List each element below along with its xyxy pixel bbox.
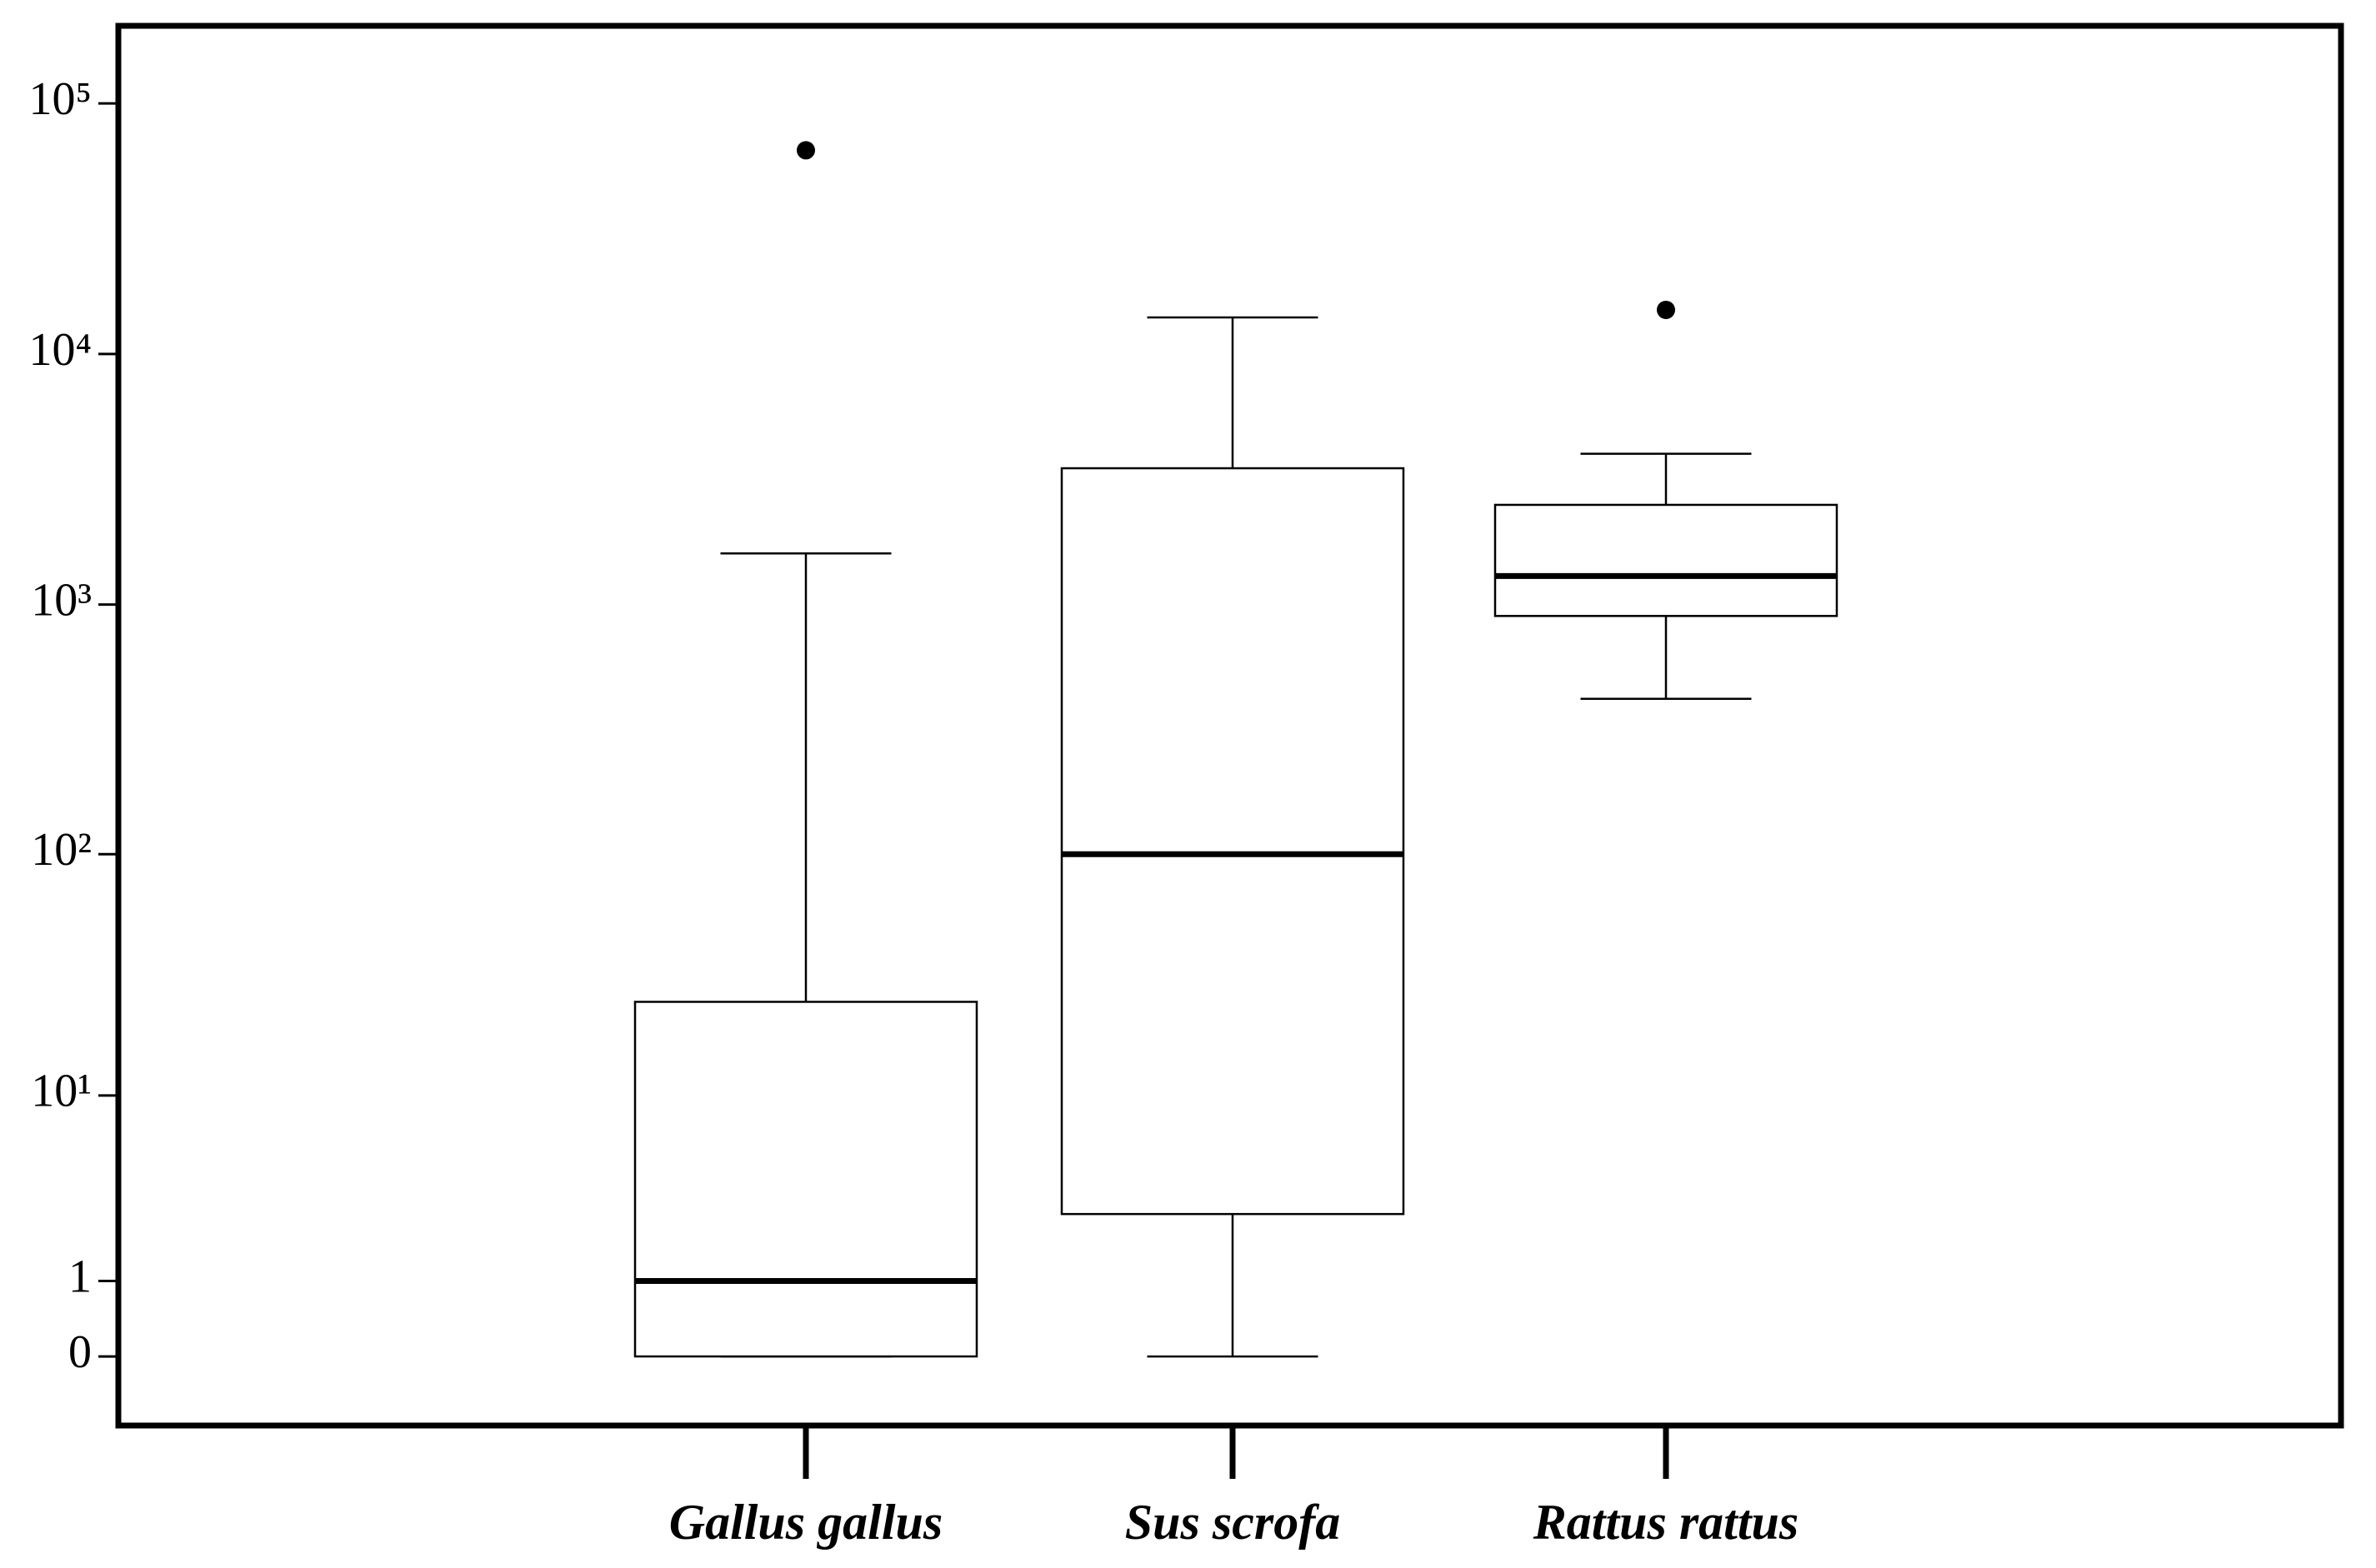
outlier [1657,300,1675,319]
box [1060,467,1405,1216]
y-tick-label: 1 [68,1251,92,1302]
y-tick-label: 10⁴ [28,324,92,376]
x-tick-label: Gallus gallus [669,1495,943,1550]
box [1493,503,1838,617]
y-tick-label: 10² [31,824,92,876]
y-tick-label: 10¹ [31,1066,92,1117]
x-tick-label: Rattus rattus [1533,1495,1799,1550]
y-tick-label: 10⁵ [28,73,92,125]
y-tick-label: 0 [68,1326,92,1378]
x-tick-label: Sus scrofa [1125,1495,1340,1550]
outlier [797,141,815,160]
box [633,1001,978,1358]
y-tick-label: 10³ [31,574,92,626]
